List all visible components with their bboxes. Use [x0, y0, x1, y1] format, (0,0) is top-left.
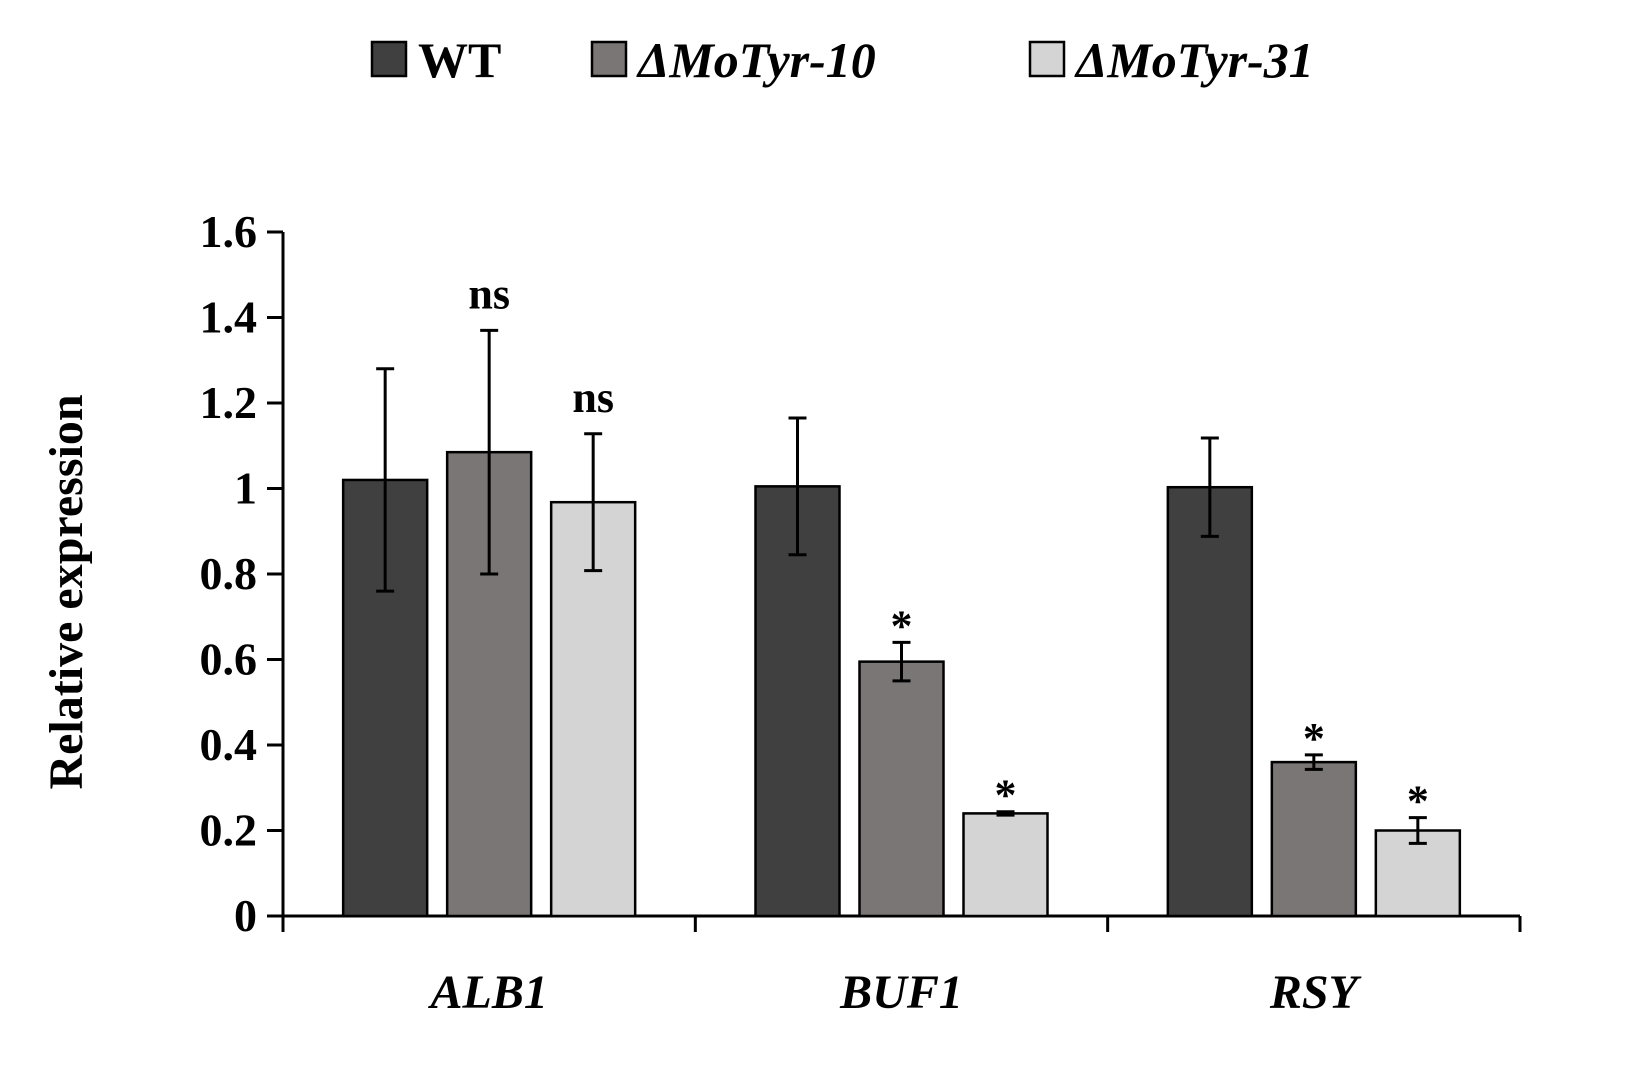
legend-label: ΔMoTyr-31: [1074, 32, 1314, 88]
y-tick-label: 1.2: [200, 377, 258, 428]
x-axis: ALB1 BUF1 RSY: [267, 914, 1522, 1019]
error-bar-wt-rsy: [1200, 436, 1219, 538]
error-bar-wt-buf1: [788, 416, 807, 557]
legend-item-motyr-31: ΔMoTyr-31: [1028, 32, 1314, 88]
legend-label: ΔMoTyr-10: [636, 32, 876, 88]
y-tick-label: 0.8: [200, 548, 258, 599]
y-tick-label: 0.6: [200, 634, 258, 685]
error-bar-wt-alb1: [376, 367, 395, 593]
y-axis: 0 0.2 0.4 0.6 0.8 1 1.2 1.4 1.6: [200, 206, 285, 941]
annotation-motyr-31-buf1: *: [995, 771, 1017, 820]
legend-swatch: [370, 40, 408, 78]
annotation-motyr-31-rsy: *: [1407, 777, 1429, 826]
annotation-motyr-10-alb1: ns: [468, 269, 510, 318]
error-bar-motyr-10-rsy: [1304, 753, 1323, 771]
bar-motyr-10-rsy: [1270, 760, 1358, 918]
y-tick-label: 0: [234, 890, 257, 941]
annotations: ns ns * * * *: [468, 269, 1428, 825]
bar-motyr-10-buf1: [858, 660, 945, 918]
x-tick-label-buf1: BUF1: [839, 966, 963, 1019]
y-axis-label: Relative expression: [40, 394, 93, 789]
legend: WT ΔMoTyr-10 ΔMoTyr-31: [370, 32, 1314, 88]
legend-item-wt: WT: [370, 32, 501, 88]
legend-swatch: [1028, 40, 1066, 78]
legend-item-motyr-10: ΔMoTyr-10: [590, 32, 876, 88]
bar-wt-rsy: [1166, 485, 1254, 918]
error-bar-motyr-31-rsy: [1408, 816, 1427, 845]
bars: [341, 328, 1462, 918]
x-tick-label-alb1: ALB1: [427, 966, 547, 1019]
y-tick-label: 0.4: [200, 719, 258, 770]
x-tick-label-rsy: RSY: [1269, 966, 1362, 1019]
legend-label: WT: [418, 32, 501, 88]
y-tick-label: 1.4: [200, 292, 258, 343]
annotation-motyr-31-alb1: ns: [572, 373, 614, 422]
error-bar-motyr-10-alb1: [480, 328, 499, 576]
y-tick-label: 0.2: [200, 805, 258, 856]
error-bar-motyr-31-buf1: [996, 810, 1015, 817]
y-tick-label: 1.6: [200, 206, 258, 257]
error-bar-motyr-10-buf1: [892, 640, 911, 683]
bar-motyr-31-buf1: [962, 812, 1049, 918]
annotation-motyr-10-rsy: *: [1303, 714, 1325, 763]
legend-swatch: [590, 40, 628, 78]
error-bar-motyr-31-alb1: [584, 432, 603, 573]
y-tick-label: 1: [234, 463, 257, 514]
annotation-motyr-10-buf1: *: [891, 601, 913, 650]
